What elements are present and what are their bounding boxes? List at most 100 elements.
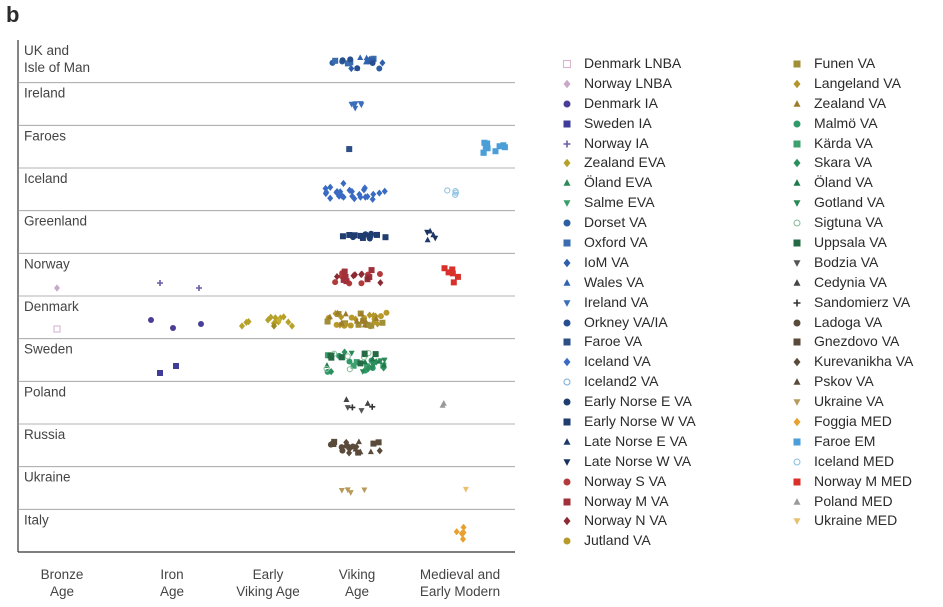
legend-label: Iceland VA [584, 353, 651, 370]
legend-label: Faroe EM [814, 432, 876, 449]
data-point [424, 229, 431, 236]
data-point [454, 273, 461, 280]
row-label: Iceland [24, 171, 68, 186]
data-point [322, 184, 329, 193]
row-label: Sweden [24, 342, 73, 357]
legend-marker [560, 415, 574, 429]
legend-marker [560, 514, 574, 528]
legend-label: Langeland VA [814, 74, 901, 91]
legend-label: Öland EVA [584, 174, 653, 191]
legend-label: Bodzia VA [814, 253, 879, 270]
data-point [280, 313, 287, 321]
data-point [157, 370, 163, 376]
legend-label: Norway M MED [814, 472, 913, 489]
data-point [450, 279, 457, 286]
legend-marker [790, 355, 804, 369]
data-point [348, 64, 355, 73]
data-point [346, 231, 353, 238]
data-point [366, 311, 373, 319]
legend-label: Ukraine MED [814, 512, 898, 529]
legend-label: Pskov VA [814, 373, 874, 390]
legend-item: Funen VA [790, 54, 913, 74]
legend-item: Kurevanikha VA [790, 352, 913, 372]
data-point [245, 318, 252, 326]
legend-item: Late Norse E VA [560, 432, 696, 452]
legend-marker [790, 455, 804, 469]
legend-item: Malmö VA [790, 114, 913, 134]
data-point [445, 269, 452, 276]
row-label: Norway [24, 256, 70, 271]
legend-item: Norway N VA [560, 511, 696, 531]
legend-marker [790, 514, 804, 528]
panel-label: b [6, 2, 20, 27]
legend-marker [790, 495, 804, 509]
data-point [352, 445, 359, 452]
data-point [373, 315, 380, 321]
data-point [342, 274, 349, 281]
data-point [355, 321, 362, 328]
data-point [370, 190, 377, 198]
data-point [338, 319, 345, 326]
legend-marker [560, 196, 574, 210]
data-point [341, 268, 348, 275]
data-point [330, 441, 337, 448]
legend-marker [790, 97, 804, 111]
data-point [363, 54, 370, 61]
x-tick-label: Iron Age [160, 567, 184, 599]
data-point [340, 179, 347, 188]
legend-marker [560, 375, 574, 389]
data-point [327, 183, 334, 191]
legend-label: Ireland VA [584, 293, 649, 310]
data-point [449, 266, 456, 273]
legend-marker [560, 77, 574, 91]
legend-label: Wales VA [584, 273, 644, 290]
legend-marker [560, 276, 574, 290]
data-point [381, 187, 388, 195]
legend-item: Langeland VA [790, 74, 913, 94]
data-point [196, 285, 202, 291]
data-point [452, 191, 459, 198]
legend-item: Iceland2 VA [560, 372, 696, 392]
legend-label: Iceland2 VA [584, 373, 659, 390]
data-point [441, 265, 448, 272]
legend-marker [560, 534, 574, 548]
legend-label: Norway M VA [584, 492, 669, 509]
data-point [343, 396, 350, 402]
data-point [344, 60, 351, 67]
data-point [432, 235, 439, 242]
data-point [324, 318, 331, 325]
data-point [359, 316, 366, 323]
data-point [350, 362, 357, 369]
legend-marker [560, 495, 574, 509]
legend-marker [560, 137, 574, 151]
data-point [285, 318, 292, 326]
data-point [359, 369, 366, 375]
legend-label: Norway N VA [584, 512, 667, 529]
legend-marker [790, 77, 804, 91]
legend-item: Wales VA [560, 273, 696, 293]
legend-marker [790, 236, 804, 250]
legend-marker [560, 216, 574, 230]
data-point [343, 438, 350, 447]
legend-label: Uppsala VA [814, 234, 887, 251]
data-point [462, 486, 469, 493]
data-point [501, 144, 508, 151]
data-point [363, 58, 370, 65]
data-point [343, 320, 350, 328]
legend-label: Gotland VA [814, 194, 885, 211]
data-point [376, 271, 383, 278]
data-point [424, 236, 431, 243]
legend-item: Norway S VA [560, 472, 696, 492]
data-point [375, 439, 382, 446]
data-point [365, 365, 372, 373]
legend-label: Denmark IA [584, 94, 658, 111]
legend-item: Gotland VA [790, 193, 913, 213]
legend-label: Ladoga VA [814, 313, 883, 330]
legend-item: Skara VA [790, 153, 913, 173]
x-tick-label: Early Viking Age [236, 567, 300, 599]
x-tick-label: Viking Age [339, 567, 376, 599]
legend-item: Dorset VA [560, 213, 696, 233]
legend-item: Denmark IA [560, 94, 696, 114]
data-points [53, 54, 508, 543]
legend-item: Sandomierz VA [790, 293, 913, 313]
